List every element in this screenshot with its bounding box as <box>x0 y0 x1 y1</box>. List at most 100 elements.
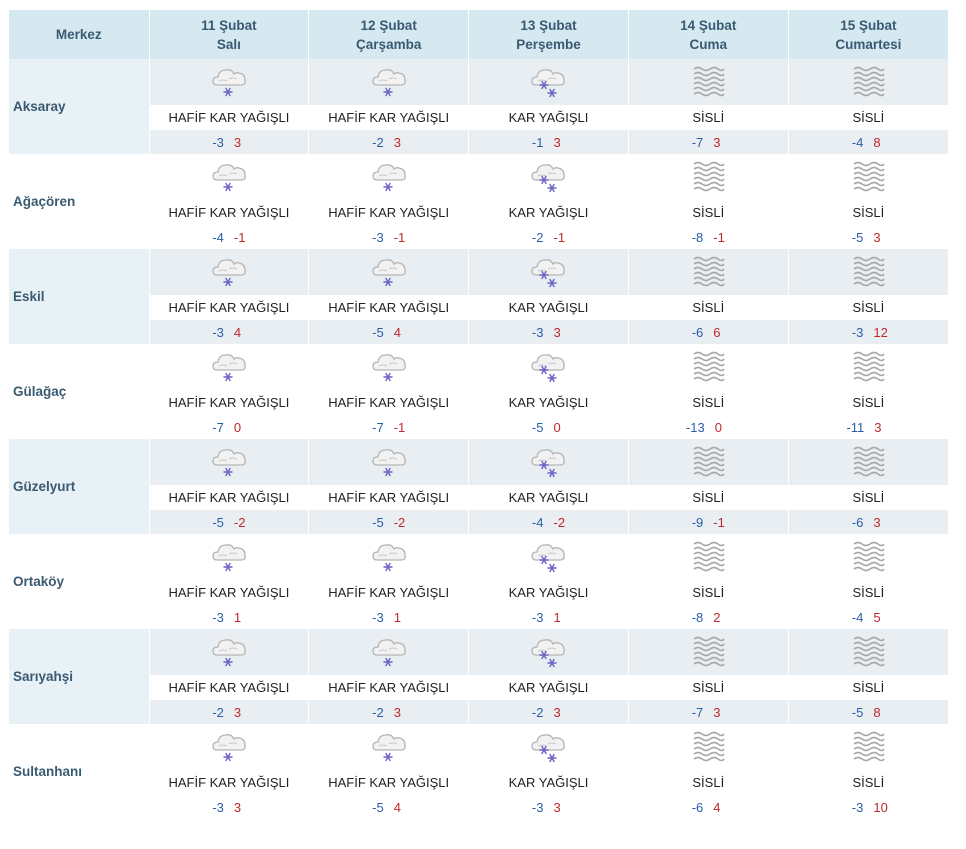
temp-low: -3 <box>212 799 224 815</box>
temp-high: 0 <box>233 419 242 435</box>
temp-high: -1 <box>713 229 725 245</box>
weather-icon-cell <box>628 344 789 390</box>
light-snow-icon <box>372 449 406 477</box>
temp-low: -8 <box>691 609 704 625</box>
temp-cell: -5 4 <box>308 795 470 819</box>
weather-desc: SİSLİ <box>628 675 789 700</box>
snow-icon <box>531 734 566 763</box>
weather-desc: KAR YAĞIŞLI <box>468 295 629 320</box>
temp-low: -11 <box>846 419 865 435</box>
temp-high: 12 <box>873 324 888 340</box>
light-snow-icon <box>212 449 246 477</box>
temp-cell: -3 1 <box>308 605 470 629</box>
weather-icon-cell <box>468 534 629 580</box>
weather-icon-cell <box>468 59 629 105</box>
weather-icon-cell <box>628 59 789 105</box>
temp-cell: -13 0 <box>628 415 789 439</box>
weather-icon-cell <box>788 534 948 580</box>
forecast-row: Sarıyahşi <box>9 629 948 724</box>
temp-high: 3 <box>713 704 721 720</box>
weather-icon-cell <box>628 724 789 770</box>
weather-desc: KAR YAĞIŞLI <box>468 105 629 130</box>
weather-icon-cell <box>788 724 948 770</box>
temp-high: 4 <box>233 324 242 340</box>
temp-high: 8 <box>873 704 881 720</box>
weather-icon-cell <box>149 344 310 390</box>
temp-low: -3 <box>212 609 224 625</box>
temp-high: -1 <box>393 229 406 245</box>
weather-desc: KAR YAĞIŞLI <box>468 770 629 795</box>
temp-high: 3 <box>873 514 881 530</box>
forecast-desc-row: HAFİF KAR YAĞIŞLI HAFİF KAR YAĞIŞLI KAR YA… <box>9 770 948 795</box>
weather-icon-cell <box>149 59 310 105</box>
temp-low: -3 <box>531 799 544 815</box>
temp-cell: -3 3 <box>468 795 629 819</box>
temp-high: 3 <box>233 704 242 720</box>
forecast-desc-row: HAFİF KAR YAĞIŞLI HAFİF KAR YAĞIŞLI KAR YA… <box>9 200 948 225</box>
temp-low: -3 <box>212 324 224 340</box>
light-snow-icon <box>212 734 246 762</box>
temp-high: -1 <box>713 514 725 530</box>
city-cell: Sultanhanı <box>9 724 150 819</box>
temp-cell: -2 3 <box>149 700 310 724</box>
city-name: Sultanhanı <box>13 764 83 779</box>
city-cell: Aksaray <box>9 59 150 154</box>
temp-cell: -8 2 <box>628 605 789 629</box>
temp-cell: -6 3 <box>788 510 948 534</box>
temp-low: -1 <box>531 134 544 150</box>
temp-low: -5 <box>372 324 384 340</box>
temp-high: 1 <box>233 609 242 625</box>
fog-icon <box>853 446 886 477</box>
weather-desc: HAFİF KAR YAĞIŞLI <box>308 295 470 320</box>
temp-high: 2 <box>713 609 721 625</box>
temp-low: -2 <box>372 704 384 720</box>
fog-icon <box>693 541 726 572</box>
weather-icon-cell <box>149 629 310 675</box>
fog-icon <box>853 731 886 762</box>
weather-desc: HAFİF KAR YAĞIŞLI <box>149 485 310 510</box>
temp-high: 3 <box>553 704 561 720</box>
temp-high: -1 <box>233 229 246 245</box>
forecast-temp-row: -5 -2 -5 -2 -4 -2 -9 -1 -6 3 <box>9 510 948 534</box>
city-name: Gülağaç <box>13 384 67 399</box>
city-name: Ağaçören <box>13 194 76 209</box>
forecast-desc-row: HAFİF KAR YAĞIŞLI HAFİF KAR YAĞIŞLI KAR YA… <box>9 390 948 415</box>
forecast-row: Ortaköy <box>9 534 948 629</box>
forecast-temp-row: -3 4 -5 4 -3 3 -6 6 -3 12 <box>9 320 948 344</box>
forecast-desc-row: HAFİF KAR YAĞIŞLI HAFİF KAR YAĞIŞLI KAR YA… <box>9 675 948 700</box>
forecast-temp-row: -7 0 -7 -1 -5 0 -13 0 -11 3 <box>9 415 948 439</box>
weather-icon-cell <box>308 154 470 200</box>
temp-cell: -3 1 <box>468 605 629 629</box>
temp-cell: -2 3 <box>468 700 629 724</box>
fog-icon <box>693 66 726 97</box>
weather-desc: SİSLİ <box>788 200 948 225</box>
temp-high: -2 <box>233 514 246 530</box>
weather-icon-cell <box>628 154 789 200</box>
light-snow-icon <box>372 259 406 287</box>
header-city-label: Merkez <box>55 27 102 42</box>
header-city: Merkez <box>9 10 150 59</box>
weather-desc: HAFİF KAR YAĞIŞLI <box>149 200 310 225</box>
weather-icon-cell <box>308 724 470 770</box>
header-date: 12 Şubat <box>360 17 417 33</box>
temp-low: -3 <box>531 609 544 625</box>
temp-cell: -5 -2 <box>308 510 470 534</box>
temp-low: -6 <box>851 514 864 530</box>
temp-cell: -5 8 <box>788 700 948 724</box>
weather-desc: HAFİF KAR YAĞIŞLI <box>149 675 310 700</box>
weather-desc: SİSLİ <box>788 770 948 795</box>
fog-icon <box>853 66 886 97</box>
temp-cell: -9 -1 <box>628 510 789 534</box>
temp-low: -4 <box>851 134 864 150</box>
weather-desc: HAFİF KAR YAĞIŞLI <box>149 295 310 320</box>
weather-desc: SİSLİ <box>788 485 948 510</box>
weather-desc: SİSLİ <box>628 295 789 320</box>
city-cell: Güzelyurt <box>9 439 150 534</box>
temp-low: -4 <box>212 229 224 245</box>
weather-desc: SİSLİ <box>788 675 948 700</box>
weather-desc: HAFİF KAR YAĞIŞLI <box>308 105 470 130</box>
temp-low: -7 <box>691 704 704 720</box>
header-row: Merkez 11 Şubat Salı 12 Şubat Çarşamba 13 … <box>9 10 948 59</box>
temp-cell: -5 0 <box>468 415 629 439</box>
light-snow-icon <box>212 69 246 97</box>
